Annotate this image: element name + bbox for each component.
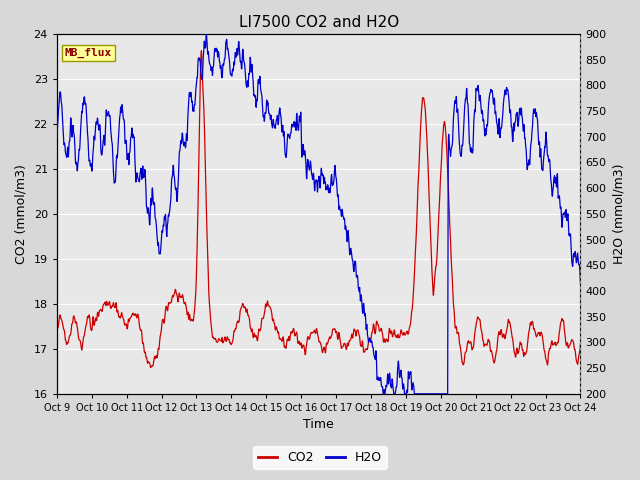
X-axis label: Time: Time — [303, 419, 334, 432]
Y-axis label: CO2 (mmol/m3): CO2 (mmol/m3) — [15, 164, 28, 264]
Legend: CO2, H2O: CO2, H2O — [253, 446, 387, 469]
Y-axis label: H2O (mmol/m3): H2O (mmol/m3) — [612, 164, 625, 264]
Title: LI7500 CO2 and H2O: LI7500 CO2 and H2O — [239, 15, 399, 30]
Text: MB_flux: MB_flux — [65, 48, 112, 58]
